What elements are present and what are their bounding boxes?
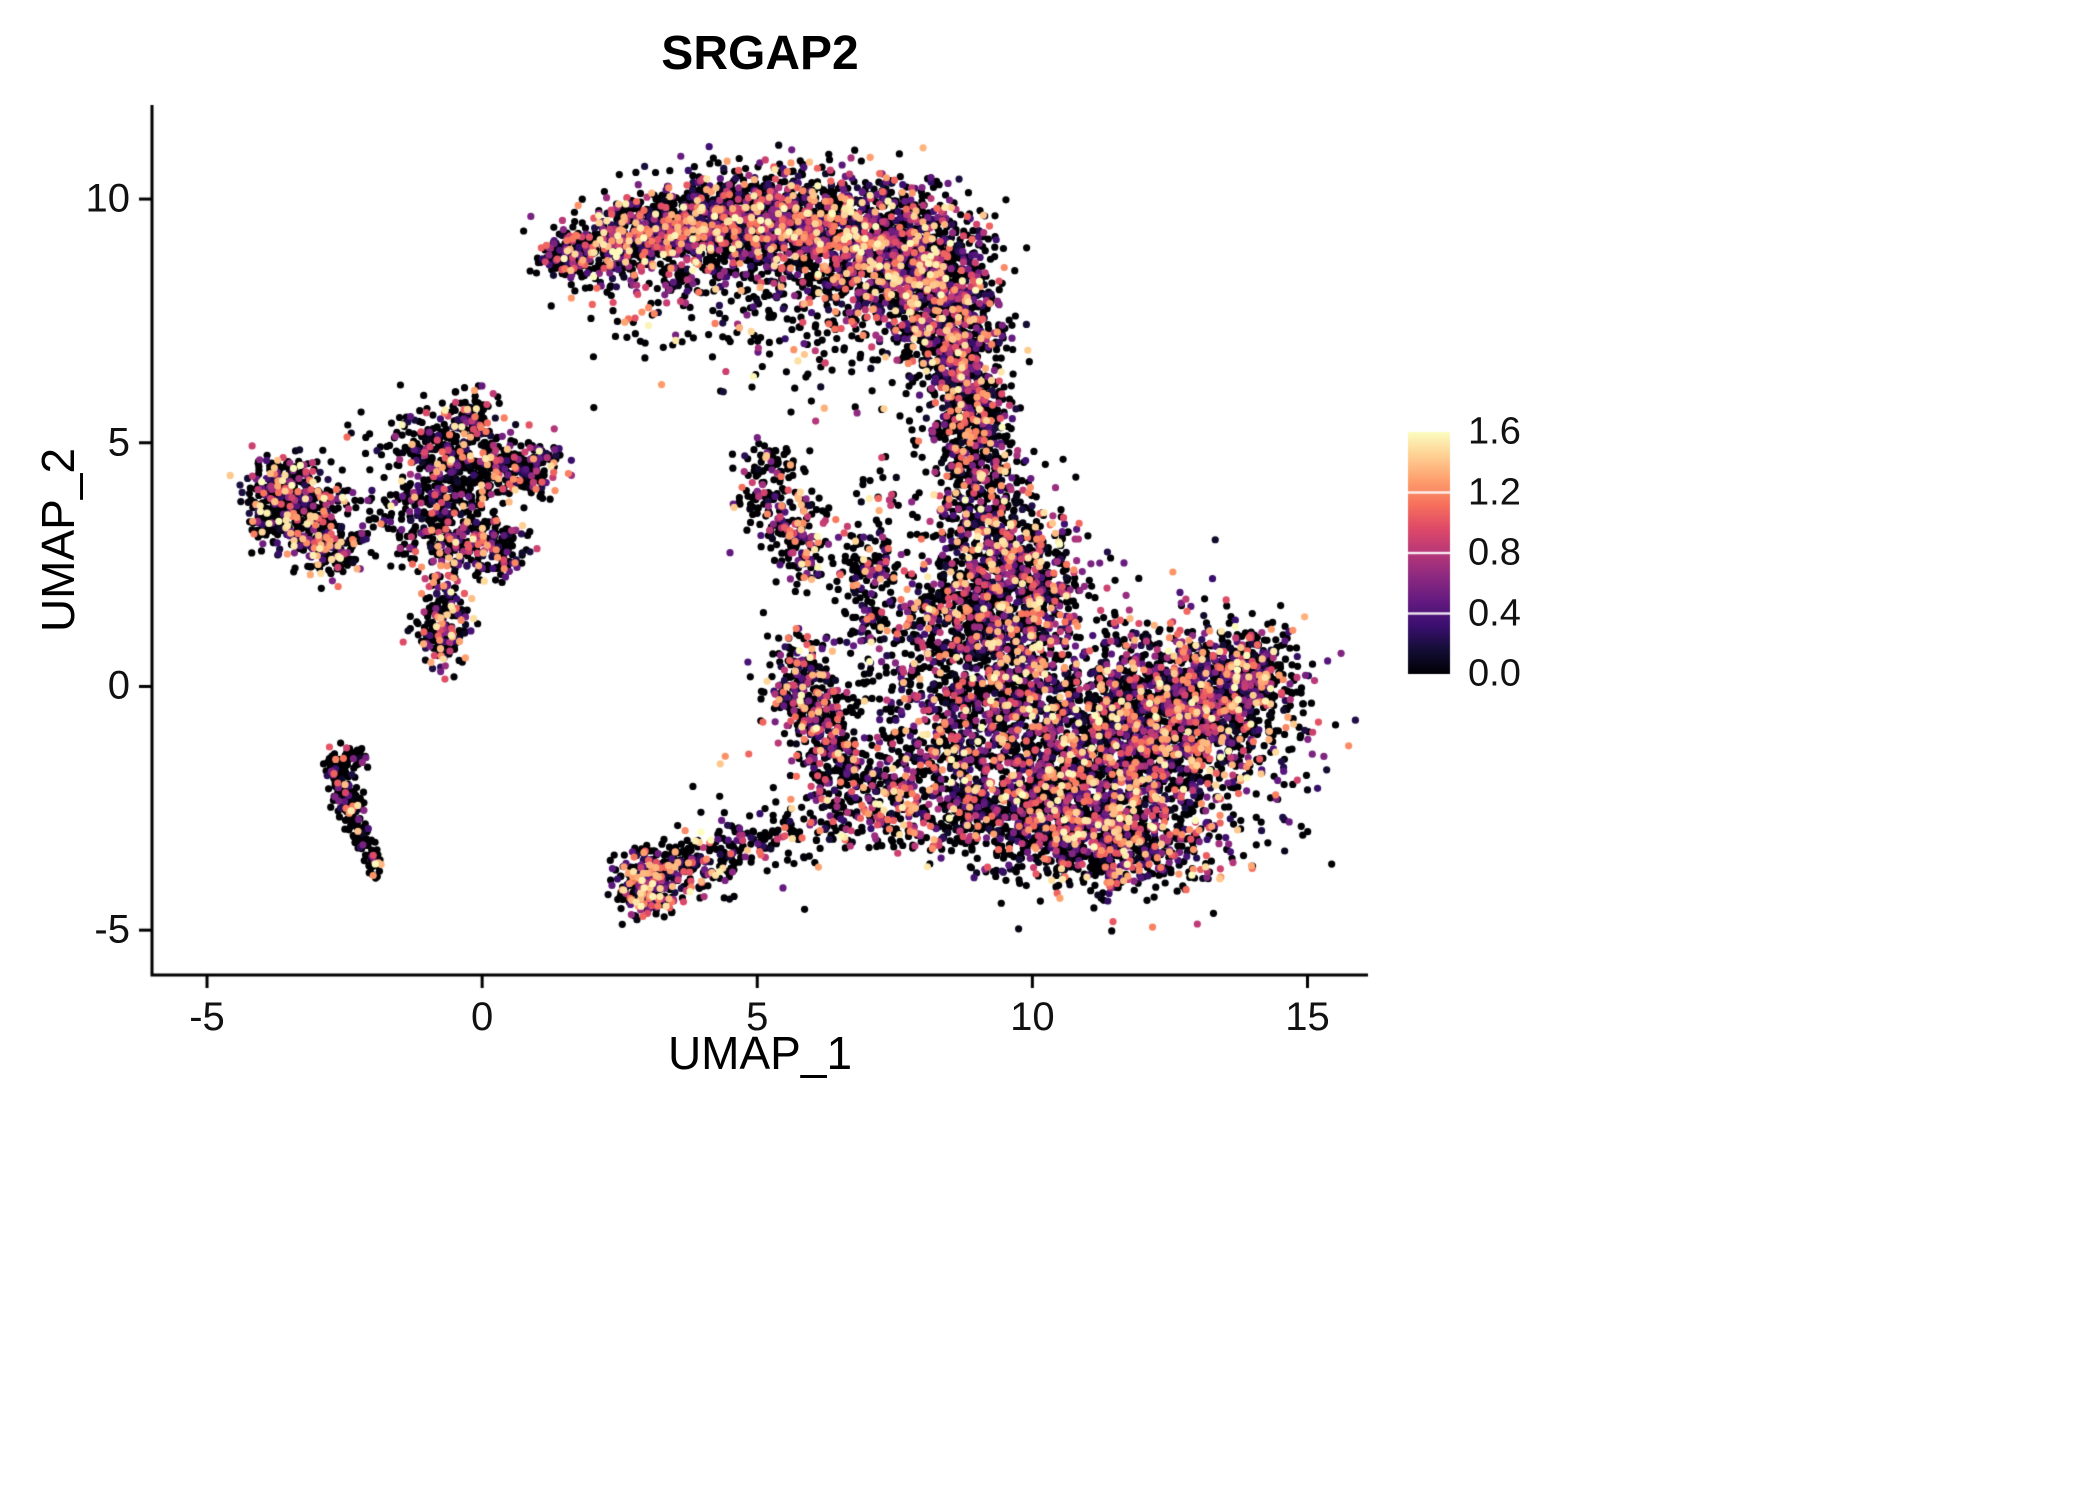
x-tick-label: 15 [1285, 995, 1330, 1039]
legend-tick-label: 1.6 [1468, 410, 1521, 453]
x-axis-label: UMAP_1 [667, 1027, 853, 1079]
x-tick-label: -5 [189, 995, 225, 1039]
legend-tick-label: 1.2 [1468, 471, 1521, 513]
legend-tick-label: 0.8 [1468, 531, 1521, 574]
chart-title: SRGAP2 [661, 27, 859, 80]
y-tick-label: -5 [94, 907, 130, 952]
legend-tick-label: 0.4 [1468, 592, 1521, 634]
y-tick-label: 5 [107, 420, 130, 465]
x-tick-label: 10 [1010, 995, 1055, 1039]
x-tick-label: 0 [471, 995, 494, 1039]
y-tick-label: 10 [85, 176, 131, 221]
x-tick-label: 5 [746, 995, 769, 1039]
y-tick-label: 0 [107, 663, 130, 708]
legend-tick-label: 0.0 [1468, 652, 1521, 695]
y-axis-label: UMAP_2 [32, 447, 84, 633]
